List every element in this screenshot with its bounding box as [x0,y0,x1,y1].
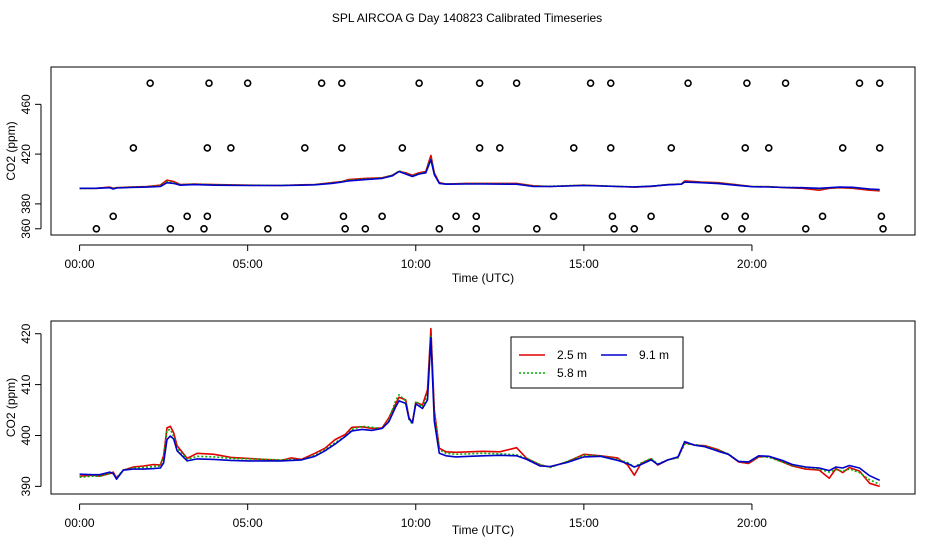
x-axis-label: Time (UTC) [452,271,514,285]
flag-point [875,79,884,87]
series-line-9-1-m [79,158,880,191]
flag-point [435,224,444,233]
flag-point [203,144,212,152]
flag-point [452,212,460,221]
top-panel: 00:00 05:00 10:00 15:00 20:00 Time (UTC) 360 38… [4,66,916,285]
x-tick-label: 10:00 [401,257,431,271]
flag-point [743,79,751,87]
flag-point [610,224,618,233]
flag-point [129,144,138,152]
flag-point [415,79,423,87]
flag-point [264,224,272,233]
flag-point [205,79,213,87]
bottom-panel: 00:00 05:00 10:00 15:00 20:00 Time (UTC) 390 40… [4,320,916,537]
flag-point [109,212,117,221]
flag-point [704,224,713,233]
flag-point [183,212,191,221]
y-tick-label: 390 [19,476,33,496]
legend-box [510,336,684,389]
flag-point [586,79,595,87]
flag-point [569,144,578,152]
flag-point [606,144,615,152]
flag-point [741,144,750,152]
flag-point [738,224,746,233]
x-axis-label: Time (UTC) [452,523,514,537]
flag-point [341,224,349,233]
x-tick-label: 20:00 [737,516,767,530]
flag-point [721,212,729,221]
y-axis-label: CO2 (ppm) [4,121,18,180]
flag-point [146,79,154,87]
y-tick-label: 400 [19,425,33,445]
series-line-2-5-m [79,327,880,488]
flag-point [879,224,887,233]
x-tick-label: 15:00 [569,516,599,530]
legend-label: 5.8 m [557,366,587,380]
flag-point [684,79,692,87]
flag-point [764,144,773,152]
flag-point [301,144,309,152]
figure-title: SPL AIRCOA G Day 140823 Calibrated Times… [332,11,602,25]
flag-point [338,79,346,87]
legend-label: 2.5 m [557,348,587,362]
x-tick-label: 05:00 [233,516,263,530]
y-tick-label: 380 [19,194,33,214]
flag-point [741,212,750,221]
flag-point [472,224,481,233]
flag-point [280,212,289,221]
flag-point [647,212,655,221]
flag-point [875,144,884,152]
x-tick-label: 05:00 [233,257,263,271]
flag-point [801,224,810,233]
x-tick-label: 10:00 [401,516,431,530]
flag-point [200,224,208,233]
x-tick-label: 00:00 [65,516,95,530]
flag-point [532,224,541,233]
flag-point [818,212,827,221]
flag-point [781,79,790,87]
plot-frame [50,66,916,236]
flag-point [166,224,175,233]
flag-point [92,224,101,233]
plot-frame [50,320,916,495]
flag-point [398,144,407,152]
flag-point [606,79,615,87]
y-tick-label: 420 [19,144,33,164]
flag-point [475,79,484,87]
y-tick-label: 420 [19,323,33,343]
flag-point [630,224,639,233]
flag-point [877,212,886,221]
flag-point [667,144,676,152]
legend-label: 9.1 m [639,348,669,362]
flag-point [227,144,235,152]
series-line-5-8-m [79,335,881,486]
x-tick-label: 20:00 [737,257,767,271]
x-tick-label: 00:00 [65,257,95,271]
flag-point [496,144,504,152]
y-axis-label: CO2 (ppm) [4,378,18,437]
flag-point [339,212,348,221]
y-tick-label: 360 [19,218,33,238]
flag-point [608,212,617,221]
flag-point [338,144,346,152]
flag-point [243,79,252,87]
flag-point [317,79,326,87]
y-tick-label: 410 [19,374,33,394]
flag-point [855,79,864,87]
flag-point [512,79,521,87]
flag-point [475,144,484,152]
legend: 2.5 m 9.1 m 5.8 m [510,336,684,389]
flag-point [472,212,481,221]
flag-point [838,144,847,152]
flag-point [549,212,558,221]
flag-point [203,212,212,221]
flag-point [361,224,370,233]
x-tick-label: 15:00 [569,257,599,271]
flag-point [378,212,386,221]
y-tick-label: 460 [19,94,33,114]
series-line-9-1-m [79,336,881,482]
